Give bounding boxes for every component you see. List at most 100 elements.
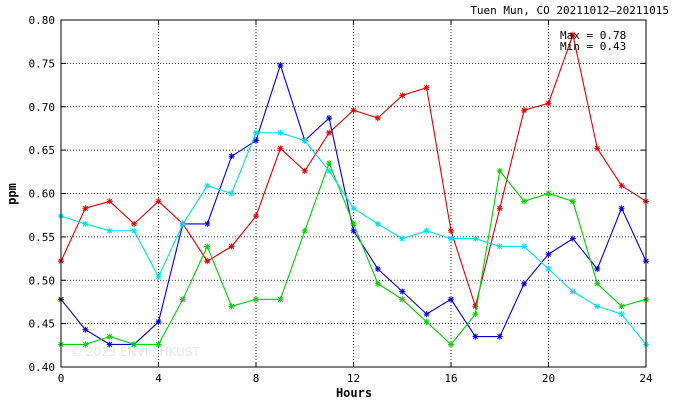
data-point [521, 280, 528, 287]
data-point [569, 235, 576, 242]
data-point [106, 341, 113, 348]
data-point [448, 235, 454, 242]
data-point [374, 280, 381, 287]
data-point [569, 31, 576, 38]
x-tick-label: 24 [639, 372, 653, 385]
data-point [82, 326, 89, 333]
data-point [301, 167, 308, 174]
data-point [569, 288, 576, 295]
data-point [301, 137, 308, 144]
min-annotation: Min = 0.43 [560, 40, 626, 53]
data-point [496, 243, 503, 250]
data-point [350, 227, 357, 234]
data-point [545, 190, 552, 197]
data-point [594, 265, 601, 272]
data-point [82, 220, 89, 227]
axis-ticks: 0 4 8 12 16 20 24 0.40 0.45 0.50 0.55 0.60 0.65 0.70 0… [29, 14, 653, 385]
data-point [155, 318, 162, 325]
data-point [448, 227, 454, 234]
data-point [326, 129, 333, 136]
data-point [521, 107, 528, 114]
series-3 [58, 160, 649, 348]
x-tick-label: 8 [253, 372, 260, 385]
data-point [569, 198, 576, 205]
data-point [399, 288, 406, 295]
data-point [204, 258, 211, 265]
data-point [594, 303, 601, 310]
y-tick-label: 0.60 [29, 188, 56, 201]
data-point [399, 296, 406, 303]
y-tick-label: 0.65 [29, 144, 56, 157]
y-tick-label: 0.70 [29, 101, 56, 114]
data-point [423, 227, 430, 234]
data-point [350, 205, 357, 212]
x-tick-label: 16 [444, 372, 457, 385]
y-tick-label: 0.75 [29, 57, 56, 70]
y-tick-label: 0.50 [29, 274, 56, 287]
data-point [472, 311, 479, 318]
data-point [204, 220, 211, 227]
data-point [253, 129, 259, 136]
data-point [618, 311, 625, 318]
data-point [399, 235, 406, 242]
data-point [594, 145, 601, 152]
data-point [350, 220, 357, 227]
data-point [253, 296, 259, 303]
data-point [618, 205, 625, 212]
max-annotation: Max = 0.78 [560, 29, 626, 42]
y-tick-label: 0.80 [29, 14, 56, 27]
data-point [496, 167, 503, 174]
data-point [374, 115, 381, 122]
data-point [277, 145, 284, 152]
data-point [326, 160, 333, 167]
data-point [423, 318, 430, 325]
data-point [179, 220, 186, 227]
data-point [423, 84, 430, 91]
data-point [204, 243, 211, 250]
data-point [106, 198, 113, 205]
data-point [448, 341, 454, 348]
data-point [277, 296, 284, 303]
data-point [253, 137, 259, 144]
y-tick-label: 0.55 [29, 231, 56, 244]
data-point [106, 227, 113, 234]
x-tick-label: 0 [58, 372, 65, 385]
data-point [350, 107, 357, 114]
data-point [472, 235, 479, 242]
data-point [472, 333, 479, 340]
data-point [106, 333, 113, 340]
data-point [545, 100, 552, 107]
data-point [618, 182, 625, 189]
y-tick-label: 0.40 [29, 361, 56, 374]
data-point [301, 227, 308, 234]
x-tick-label: 4 [155, 372, 162, 385]
data-point [374, 265, 381, 272]
y-axis-label: ppm [5, 183, 19, 205]
data-point [496, 205, 503, 212]
data-point [594, 280, 601, 287]
data-point [131, 227, 138, 234]
data-point [399, 92, 406, 99]
series-4 [58, 129, 649, 348]
data-point [448, 296, 454, 303]
data-point [228, 303, 235, 310]
data-point [155, 341, 162, 348]
data-point [521, 198, 528, 205]
data-point [277, 129, 284, 136]
x-axis-label: Hours [336, 386, 372, 400]
data-point [179, 296, 186, 303]
data-point [618, 303, 625, 310]
y-tick-label: 0.45 [29, 318, 56, 331]
grid-lines [61, 20, 646, 367]
data-point [131, 220, 138, 227]
data-point [82, 341, 89, 348]
data-point [521, 243, 528, 250]
data-point [155, 273, 162, 280]
chart-title: Tuen Mun, CO 20211012–20211015 [470, 4, 669, 17]
data-point [253, 213, 259, 220]
series-layer [58, 31, 649, 348]
data-point [496, 333, 503, 340]
data-point [82, 205, 89, 212]
watermark-text: © 2023 ENVF, HKUST [70, 345, 200, 359]
data-point [545, 251, 552, 258]
